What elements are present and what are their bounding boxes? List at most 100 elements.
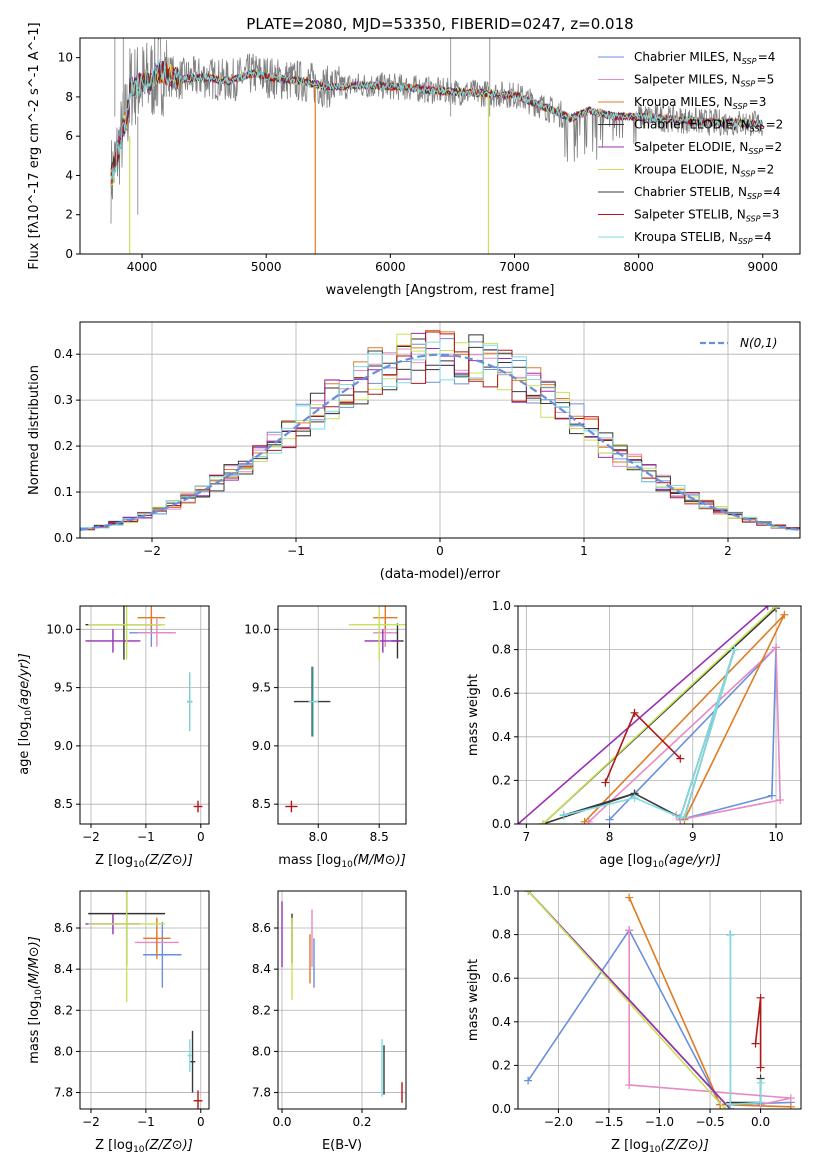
x-tick-label: 0 bbox=[197, 1115, 205, 1129]
y-tick-label: 4 bbox=[65, 168, 73, 182]
series-line bbox=[754, 997, 762, 1068]
y-tick-label: 8.6 bbox=[54, 921, 73, 935]
y-tick-label: 10.0 bbox=[46, 622, 73, 636]
y-tick-label: 8.5 bbox=[54, 797, 73, 811]
y-tick-label: 2 bbox=[65, 208, 73, 222]
legend-value: =4 bbox=[758, 50, 776, 64]
series-line bbox=[542, 606, 777, 824]
x-tick-label: 0 bbox=[197, 830, 205, 844]
y-tick-label: 8.4 bbox=[252, 962, 271, 976]
legend-subscript: SSP bbox=[738, 237, 753, 246]
y-tick-label: 0.2 bbox=[492, 1058, 511, 1072]
x-tick-label: 2 bbox=[724, 544, 732, 558]
mass-vs-metallicity-panel: −2 −1 07.88.08.28.48.6Z [log10(Z/Z⊙)]mass … bbox=[27, 890, 210, 1155]
plus-marker bbox=[721, 1105, 730, 1109]
x-axis-label: (data-model)/error bbox=[380, 567, 501, 582]
plus-marker bbox=[580, 817, 589, 824]
legend-value: =3 bbox=[762, 208, 780, 222]
label-sub: 10 bbox=[24, 710, 34, 722]
y-tick-label: 6 bbox=[65, 129, 73, 143]
y-axis-label: Flux [fλ10^-17 erg cm^-2 s^-1 A^-1] bbox=[27, 22, 42, 269]
y-axis-label: Normed distribution bbox=[27, 365, 42, 495]
legend-value: =4 bbox=[754, 230, 772, 244]
axes-frame bbox=[79, 890, 210, 1110]
y-tick-label: 0.8 bbox=[492, 643, 511, 657]
x-tick-label: 7 bbox=[523, 830, 531, 844]
plus-marker bbox=[559, 811, 568, 820]
plus-marker bbox=[680, 813, 689, 822]
y-axis-label: mass [log10(M/M⊙)] bbox=[27, 936, 44, 1064]
axes-frame bbox=[277, 605, 407, 825]
x-tick-label: 1 bbox=[580, 544, 588, 558]
y-tick-label: 8.5 bbox=[252, 797, 271, 811]
x-tick-label: −2 bbox=[143, 544, 161, 558]
label-part: Z [log bbox=[611, 1138, 649, 1153]
legend-subscript: SSP bbox=[750, 125, 765, 134]
figure-title: PLATE=2080, MJD=53350, FIBERID=0247, z=0… bbox=[246, 15, 633, 33]
label-part: (Z/Z⊙)] bbox=[661, 1138, 709, 1153]
y-tick-label: 8.4 bbox=[54, 962, 73, 976]
plus-marker bbox=[538, 820, 547, 824]
y-tick-label: 7.8 bbox=[54, 1086, 73, 1100]
axes-frame bbox=[517, 890, 802, 1110]
legend-subscript: SSP bbox=[748, 147, 763, 156]
plus-marker bbox=[751, 1039, 760, 1048]
x-tick-label: −2 bbox=[82, 830, 100, 844]
label-sub: 10 bbox=[652, 860, 664, 870]
legend-value: =2 bbox=[766, 118, 784, 132]
plus-marker bbox=[756, 993, 765, 1002]
plus-marker bbox=[630, 708, 639, 717]
x-tick-label: −1 bbox=[137, 830, 155, 844]
y-tick-label: 8 bbox=[65, 90, 73, 104]
legend-label: Salpeter MILES, N bbox=[634, 73, 741, 87]
x-axis-label: age [log10(age/yr)] bbox=[599, 853, 721, 870]
x-tick-label: 0.2 bbox=[352, 1115, 371, 1129]
plus-marker bbox=[776, 796, 785, 805]
y-tick-label: 0.0 bbox=[492, 1102, 511, 1116]
y-tick-label: 8.0 bbox=[252, 1044, 271, 1058]
plus-marker bbox=[730, 645, 739, 654]
x-axis-label: Z [log10(Z/Z⊙)] bbox=[611, 1138, 709, 1155]
histogram-step bbox=[80, 331, 800, 531]
x-axis-label: mass [log10(M/M⊙)] bbox=[278, 853, 406, 870]
x-tick-label: 0.0 bbox=[751, 1115, 770, 1129]
y-tick-label: 9.5 bbox=[54, 681, 73, 695]
y-tick-label: 0.3 bbox=[54, 393, 73, 407]
legend-label: Chabrier ELODIE, N bbox=[634, 118, 750, 132]
plus-marker bbox=[716, 1100, 725, 1109]
axes-frame bbox=[79, 605, 210, 825]
legend-value: =2 bbox=[757, 163, 775, 177]
plus-marker bbox=[676, 754, 685, 763]
spectrum-panel: 4000 5000 6000 7000 8000 9000 0 2 4 6 8 10 wavelengt… bbox=[27, 22, 801, 298]
legend-value: =3 bbox=[749, 95, 767, 109]
x-tick-label: −1 bbox=[287, 544, 305, 558]
legend-label: Salpeter ELODIE, N bbox=[634, 140, 748, 154]
x-axis-label: Z [log10(Z/Z⊙)] bbox=[95, 853, 193, 870]
legend-label: Kroupa MILES, N bbox=[634, 95, 733, 109]
plus-marker bbox=[625, 893, 634, 902]
y-tick-label: 0.1 bbox=[54, 485, 73, 499]
plus-marker bbox=[726, 1100, 735, 1109]
x-tick-label: 7000 bbox=[499, 260, 530, 274]
y-tick-label: 9.5 bbox=[252, 681, 271, 695]
gaussian-curve bbox=[80, 353, 800, 531]
x-tick-label: 0 bbox=[436, 544, 444, 558]
plus-marker bbox=[625, 926, 634, 935]
y-tick-label: 0.0 bbox=[54, 531, 73, 545]
plus-marker bbox=[601, 778, 610, 787]
residual-histogram-panel: −2 −1 0 1 2 0.0 0.1 0.2 0.3 0.4 (data-model)/error… bbox=[27, 321, 801, 582]
x-tick-label: 8 bbox=[606, 830, 614, 844]
label-part: mass [log bbox=[278, 853, 341, 868]
y-tick-label: 0 bbox=[65, 247, 73, 261]
plus-marker bbox=[630, 793, 639, 802]
y-tick-label: 0.6 bbox=[492, 686, 511, 700]
series-line bbox=[563, 649, 736, 819]
y-tick-label: 1.0 bbox=[492, 884, 511, 898]
spectrum-lines bbox=[110, 38, 763, 254]
plus-marker bbox=[786, 1094, 795, 1103]
y-tick-label: 0.0 bbox=[492, 817, 511, 831]
age-vs-mass-panel: 8.0 8.5 8.5 9.0 9.5 10.0 mass [log10(M/M⊙)] bbox=[244, 605, 407, 870]
legend-label: Salpeter STELIB, N bbox=[634, 208, 746, 222]
y-tick-label: 0.4 bbox=[492, 730, 511, 744]
mass-vs-ebv-panel: 0.0 0.2 7.8 8.0 8.2 8.4 8.6 E(B-V) bbox=[252, 890, 407, 1153]
